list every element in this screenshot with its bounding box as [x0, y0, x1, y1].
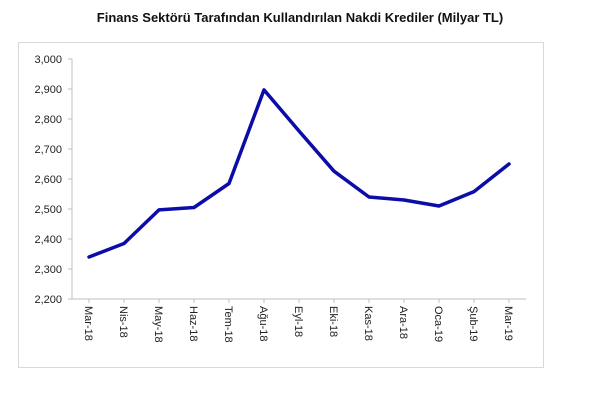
y-tick-label: 2,900 — [34, 84, 62, 96]
data-point — [122, 242, 126, 245]
data-point — [227, 182, 231, 185]
x-tick-label: Haz-18 — [187, 306, 199, 341]
x-tick-label: Eki-18 — [327, 306, 339, 337]
x-tick-label: Mar-19 — [502, 306, 514, 341]
y-tick-label: 2,600 — [34, 174, 62, 186]
x-tick-label: Kas-18 — [362, 306, 374, 341]
data-point — [332, 170, 336, 173]
series-line — [87, 88, 511, 259]
x-tick-label: Nis-18 — [117, 306, 129, 338]
x-tick-label: Eyl-18 — [292, 306, 304, 337]
x-tick-label: May-18 — [152, 306, 164, 343]
data-point — [402, 198, 406, 202]
data-point — [262, 88, 266, 92]
y-tick-label: 2,800 — [34, 114, 62, 126]
data-point — [437, 204, 441, 208]
data-point — [192, 206, 196, 209]
y-tick-label: 2,500 — [34, 204, 62, 216]
data-point — [507, 162, 511, 166]
x-tick-label: Şub-19 — [467, 306, 479, 341]
data-point — [157, 208, 161, 212]
y-tick-label: 2,700 — [34, 144, 62, 156]
x-tick-label: Mar-18 — [82, 306, 94, 341]
x-tick-label: Tem-18 — [222, 306, 234, 343]
y-tick-label: 2,300 — [34, 264, 62, 276]
y-tick-label: 3,000 — [34, 54, 62, 66]
x-tick-label: Ağu-18 — [257, 306, 269, 341]
data-point — [297, 129, 301, 133]
data-point — [87, 255, 91, 259]
x-tick-label: Oca-19 — [432, 306, 444, 342]
chart-title: Finans Sektörü Tarafından Kullandırılan … — [96, 10, 504, 25]
data-point — [472, 190, 476, 193]
y-tick-label: 2,400 — [34, 234, 62, 246]
data-point — [367, 195, 371, 199]
chart-frame — [18, 42, 544, 368]
x-tick-label: Ara-18 — [397, 306, 409, 339]
y-tick-label: 2,200 — [34, 294, 62, 306]
